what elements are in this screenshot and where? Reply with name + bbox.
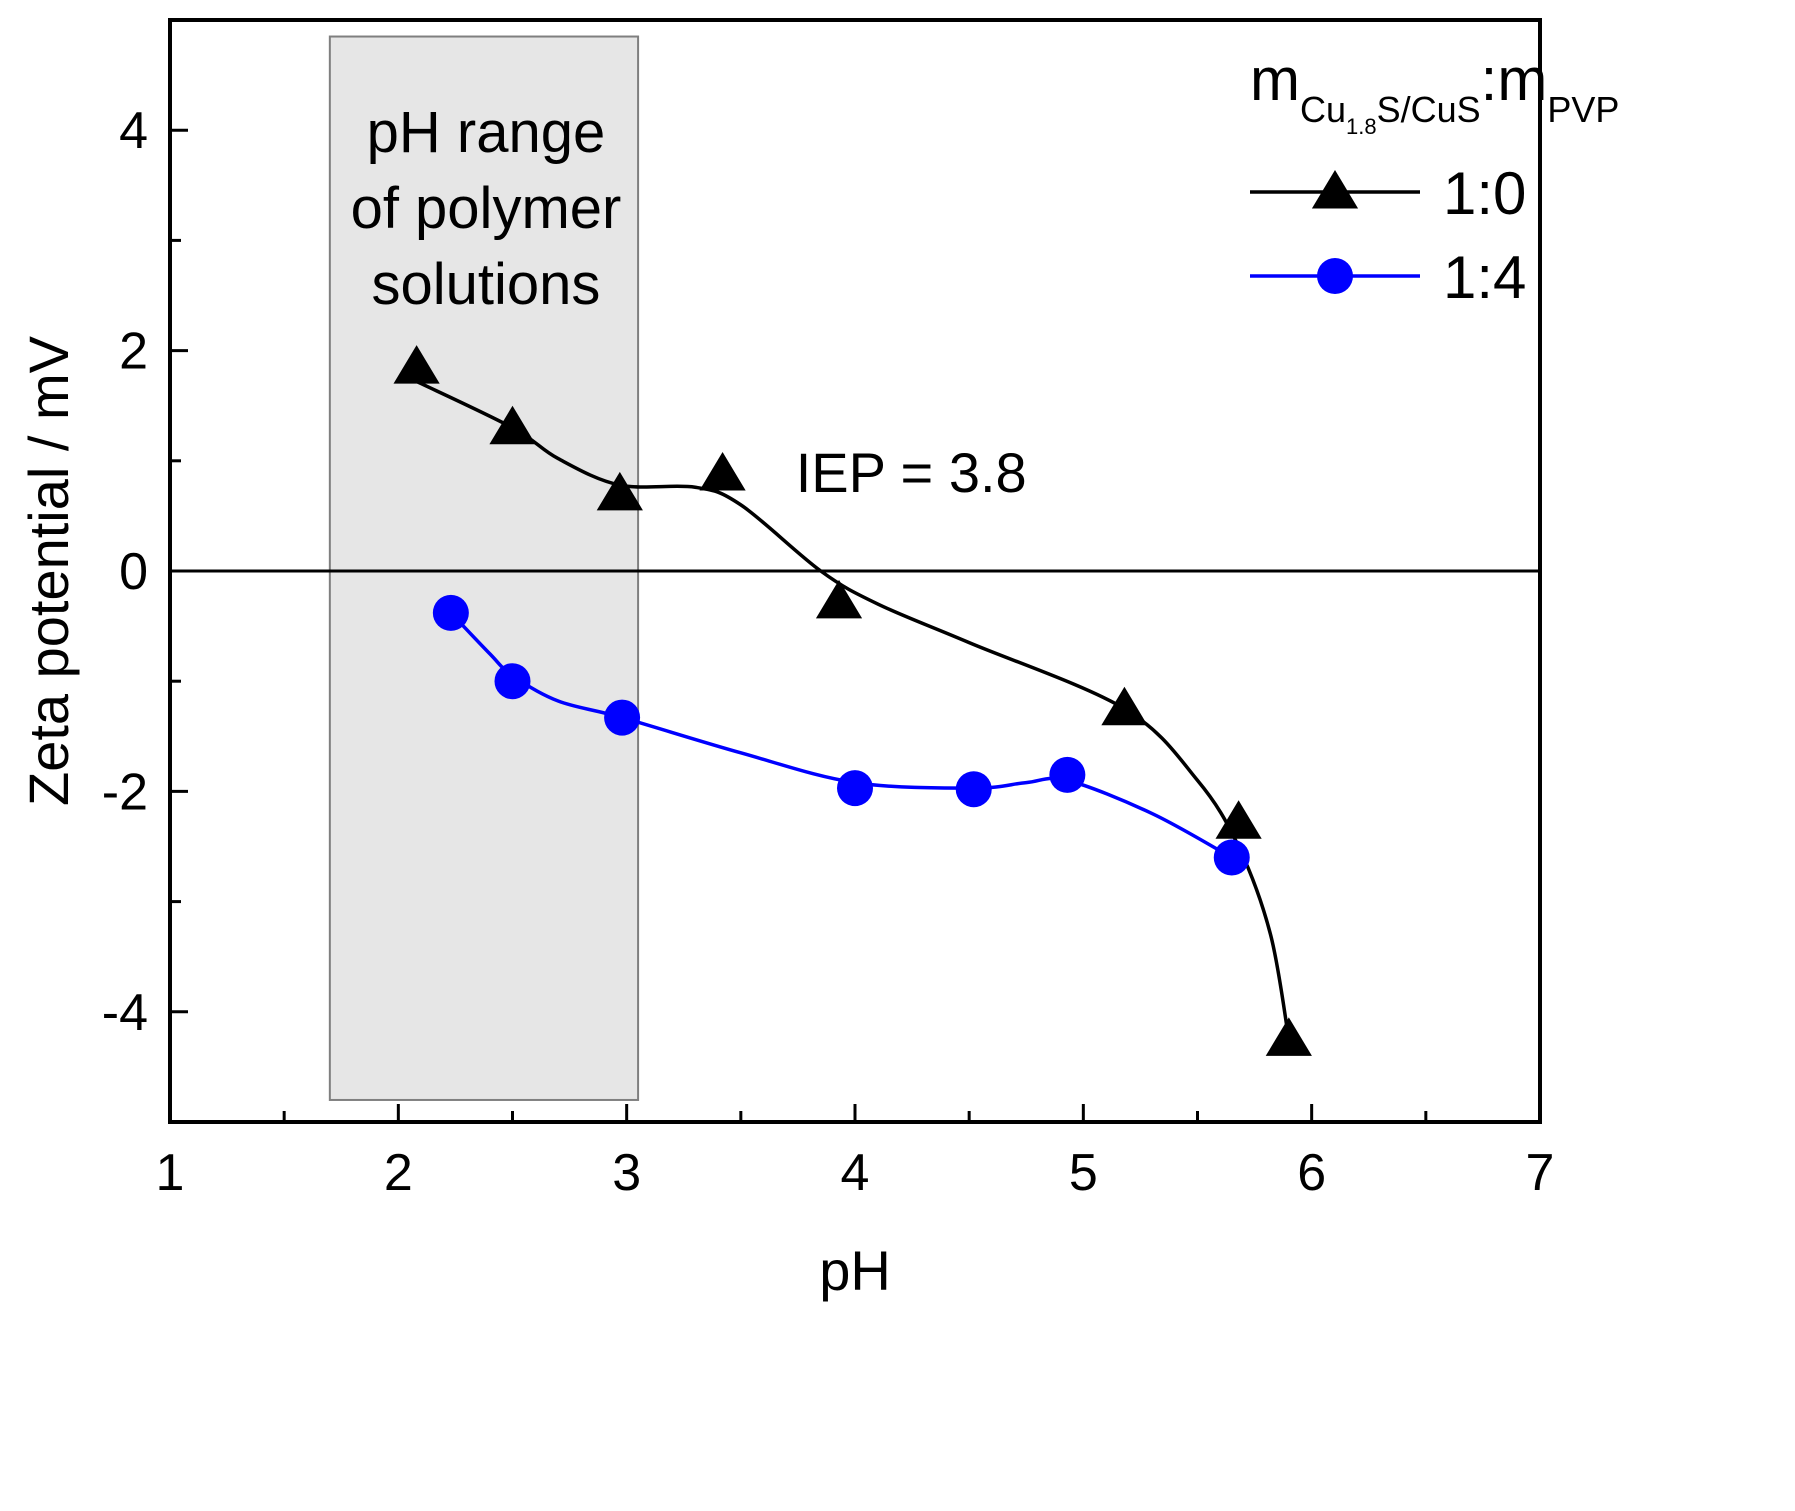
x-axis-label: pH bbox=[819, 1239, 891, 1302]
legend-title-sub1c: S/CuS bbox=[1377, 89, 1481, 130]
legend-title-sub2: PVP bbox=[1547, 89, 1619, 130]
data-point-triangle bbox=[1265, 1017, 1312, 1056]
data-point-triangle bbox=[815, 579, 863, 619]
legend-entry-label: 1:4 bbox=[1443, 244, 1526, 311]
x-tick-label: 5 bbox=[1069, 1144, 1098, 1202]
legend-items: 1:01:4 bbox=[1250, 160, 1526, 311]
legend-entry-label: 1:0 bbox=[1443, 160, 1526, 227]
x-tick-label: 1 bbox=[156, 1144, 185, 1202]
data-point-circle bbox=[604, 699, 641, 736]
y-tick-label: -2 bbox=[102, 763, 148, 821]
shaded-label-line: of polymer bbox=[351, 176, 622, 241]
x-tick-label: 3 bbox=[612, 1144, 641, 1202]
axis-tick-labels: 1 2 3 4 5 6 7 4 2 0 -2 -4 bbox=[102, 102, 1555, 1202]
y-tick-label: 0 bbox=[119, 543, 148, 601]
legend-marker-circle bbox=[1317, 258, 1353, 294]
x-tick-label: 2 bbox=[384, 1144, 413, 1202]
data-point-circle bbox=[494, 663, 531, 700]
legend-title-m1: m bbox=[1250, 46, 1300, 113]
data-point-circle bbox=[955, 771, 992, 808]
y-tick-label: 2 bbox=[119, 323, 148, 381]
y-tick-label: -4 bbox=[102, 984, 148, 1042]
legend-title-m2: m bbox=[1497, 46, 1547, 113]
iep-annotation: IEP = 3.8 bbox=[796, 441, 1027, 504]
axis-ticks bbox=[168, 18, 1542, 1124]
x-tick-label: 7 bbox=[1526, 1144, 1555, 1202]
y-axis-label: Zeta potential / mV bbox=[17, 335, 80, 806]
data-point-circle bbox=[837, 770, 873, 807]
data-point-circle bbox=[432, 594, 469, 631]
shaded-label-line: solutions bbox=[371, 252, 600, 317]
shaded-ph-range bbox=[328, 35, 640, 1101]
data-point-circle bbox=[1049, 756, 1086, 793]
legend-title-colon: : bbox=[1481, 46, 1498, 113]
legend: mCu1.8S/CuS:mPVP 1:01:4 bbox=[1250, 46, 1619, 311]
shaded-label-line: pH range bbox=[367, 100, 606, 165]
data-point-triangle bbox=[596, 471, 643, 511]
data-point-triangle bbox=[699, 452, 746, 491]
shaded-region-rect bbox=[328, 35, 640, 1101]
y-tick-label: 4 bbox=[119, 102, 148, 160]
shaded-region-label: pH range of polymer solutions bbox=[351, 100, 622, 317]
legend-title: mCu1.8S/CuS:mPVP bbox=[1250, 46, 1619, 139]
legend-title-sub1a: Cu bbox=[1300, 89, 1346, 130]
data-point-triangle bbox=[1215, 800, 1262, 839]
legend-marker-triangle bbox=[1311, 170, 1359, 209]
data-point-circle bbox=[1213, 839, 1250, 876]
series-markers bbox=[393, 345, 1312, 1056]
x-tick-label: 4 bbox=[841, 1144, 870, 1202]
data-point-triangle bbox=[393, 345, 440, 384]
x-tick-label: 6 bbox=[1297, 1144, 1326, 1202]
data-point-triangle bbox=[489, 405, 536, 445]
data-point-triangle bbox=[1101, 686, 1148, 726]
legend-title-sub1b: 1.8 bbox=[1346, 114, 1377, 139]
